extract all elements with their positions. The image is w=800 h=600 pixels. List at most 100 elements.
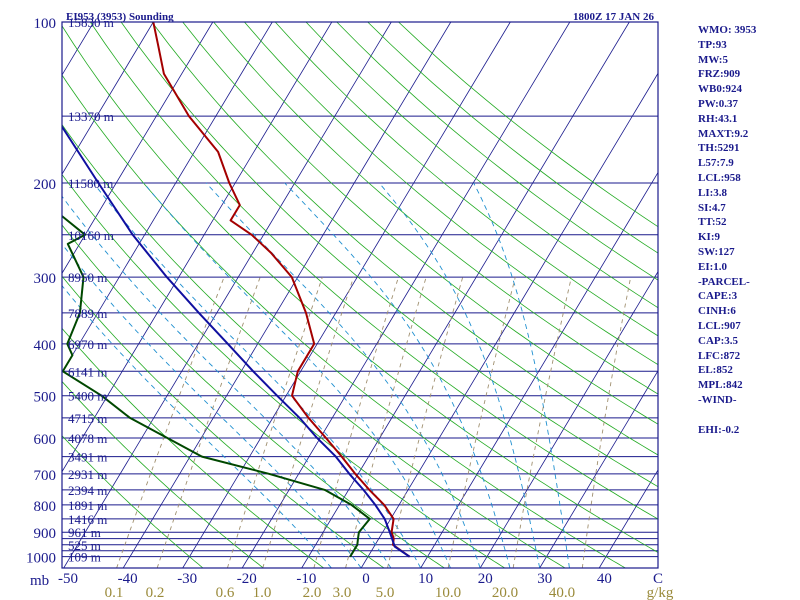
pressure-tick-label: 800 [34, 499, 57, 515]
isotherm-line [62, 22, 214, 275]
height-label: 1891 m [68, 498, 107, 513]
height-label: 4078 m [68, 431, 107, 446]
dewpoint-trace [62, 214, 371, 558]
height-label: 525 m [68, 538, 101, 553]
temperature-tick-label: 40 [597, 571, 612, 587]
moist-adiabat-line [473, 182, 570, 568]
index-item: L57:7.9 [698, 157, 734, 170]
mixing-ratio-line [226, 276, 323, 568]
index-item: EL:852 [698, 364, 733, 377]
mixing-ratio-line [512, 277, 572, 568]
mixing-ratio-tick-label: 3.0 [333, 585, 352, 600]
chart-datetime: 1800Z 17 JAN 26 [573, 11, 654, 23]
temperature-tick-label: 10 [418, 571, 433, 587]
mixing-ratio-tick-label: 10.0 [435, 585, 461, 600]
index-item: TT:52 [698, 216, 727, 229]
dry-adiabat-line [62, 74, 626, 568]
moist-adiabat-line [284, 182, 511, 568]
mixing-ratio-tick-label: 0.1 [105, 585, 124, 600]
isotherm-line [63, 22, 392, 568]
mixing-ratio-line [262, 276, 355, 568]
height-label: 2394 m [68, 483, 107, 498]
index-item: RH:43.1 [698, 112, 738, 125]
pressure-tick-label: 1000 [26, 551, 56, 567]
stability-indices-panel: WMO: 3953 TP:93 MW:5 FRZ:909 WB0:924 PW:0.37 R… [698, 23, 798, 437]
height-label: 4715 m [68, 411, 107, 426]
height-label: 6141 m [68, 364, 107, 379]
index-item: -PARCEL- [698, 275, 750, 288]
mixing-ratio-line [447, 276, 516, 568]
dry-adiabat-line [182, 22, 658, 425]
height-label: 961 m [68, 525, 101, 540]
moist-adiabat-line [143, 182, 451, 568]
temperature-tick-label: 20 [478, 571, 493, 587]
height-label: 8950 m [68, 270, 107, 285]
index-item: SW:127 [698, 245, 735, 258]
mixing-ratio-tick-label: 5.0 [376, 585, 395, 600]
isotherm-line [420, 171, 658, 568]
moist-adiabat-line [205, 182, 481, 568]
dry-adiabat-line [151, 22, 658, 456]
pressure-tick-label: 700 [34, 468, 57, 484]
index-item: EI:1.0 [698, 260, 728, 273]
index-item: MAXT:9.2 [698, 127, 749, 140]
temperature-tick-label: 30 [537, 571, 552, 587]
index-item: FRZ:909 [698, 68, 741, 81]
pressure-tick-label: 100 [34, 16, 57, 32]
index-item: KI:9 [698, 231, 720, 244]
dry-adiabat-line [89, 22, 658, 520]
moist-adiabat-line [378, 182, 541, 568]
dry-adiabat-line [367, 22, 658, 254]
dry-adiabat-line [62, 224, 445, 568]
mixing-ratio-tick-label: 0.6 [216, 585, 235, 600]
mixing-ratio-axis-unit: g/kg [647, 585, 674, 600]
dry-adiabat-line [336, 22, 658, 281]
index-item: LFC:872 [698, 349, 741, 362]
mixing-ratio-tick-label: 0.2 [146, 585, 165, 600]
height-label: 3491 m [68, 450, 107, 465]
index-item: CINH:6 [698, 305, 736, 318]
index-item: TP:93 [698, 38, 727, 51]
pressure-tick-label: 900 [34, 526, 57, 542]
height-label: 5400 m [68, 389, 107, 404]
height-label: 11580 m [68, 176, 113, 191]
index-item: TH:5291 [698, 142, 740, 155]
temperature-axis-unit: C [653, 571, 663, 587]
height-label: 6970 m [68, 337, 107, 352]
dry-adiabat-line [62, 25, 658, 553]
temperature-trace [152, 22, 411, 558]
isotherm-line [479, 270, 658, 568]
index-item: -WIND- [698, 393, 737, 406]
index-item: PW:0.37 [698, 97, 739, 110]
mixing-ratio-line [345, 276, 427, 568]
dry-adiabat-line [120, 22, 658, 488]
moist-adiabat-line [62, 243, 362, 568]
index-item [698, 408, 798, 423]
index-item: EHI:-0.2 [698, 423, 740, 436]
mixing-ratio-tick-label: 20.0 [492, 585, 518, 600]
isotherm-line [62, 22, 333, 473]
pressure-axis-unit: mb [30, 573, 49, 589]
index-item: CAPE:3 [698, 290, 738, 303]
isotherm-line [62, 22, 154, 175]
parcel-path-trace [62, 124, 411, 558]
index-item: MW:5 [698, 53, 728, 66]
index-item: LCL:907 [698, 319, 741, 332]
pressure-tick-label: 500 [34, 390, 57, 406]
height-label: 10160 m [68, 228, 114, 243]
moist-adiabat-line [62, 195, 392, 568]
mixing-ratio-tick-label: 40.0 [549, 585, 575, 600]
index-item: WB0:924 [698, 83, 742, 96]
isotherm-line [182, 22, 511, 568]
sounding-traces [62, 22, 411, 558]
height-label: 7889 m [68, 306, 107, 321]
temperature-tick-label: 0 [362, 571, 370, 587]
pressure-tick-label: 400 [34, 338, 57, 354]
dry-adiabat-line [244, 22, 658, 366]
moist-adiabat-line [93, 182, 422, 568]
dry-adiabat-line [62, 435, 204, 568]
dry-adiabat-line [62, 327, 324, 568]
isotherm-line [241, 22, 571, 568]
